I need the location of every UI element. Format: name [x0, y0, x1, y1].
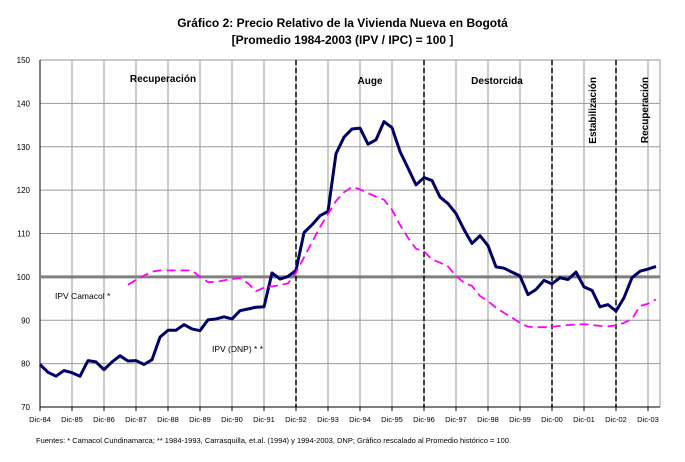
x-tick-label: Dic-96	[413, 415, 435, 424]
x-tick-label: Dic-01	[573, 415, 595, 424]
y-tick-label: 140	[17, 99, 31, 108]
x-tick-label: Dic-84	[29, 415, 51, 424]
chart-subtitle: [Promedio 1984-2003 (IPV / IPC) = 100 ]	[231, 33, 454, 47]
x-tick-label: Dic-03	[637, 415, 659, 424]
x-tick-label: Dic-89	[189, 415, 211, 424]
y-tick-label: 110	[17, 230, 30, 239]
x-tick-label: Dic-00	[541, 415, 563, 424]
series-label: IPV (DNP) * *	[212, 344, 264, 354]
x-tick-label: Dic-91	[253, 415, 275, 424]
phase-label: Destorcida	[471, 76, 523, 87]
phase-label: Recuperación	[130, 74, 196, 85]
y-tick-label: 120	[17, 186, 31, 195]
x-tick-label: Dic-02	[605, 415, 627, 424]
chart-title: Gráfico 2: Precio Relativo de la Viviend…	[177, 16, 508, 30]
x-tick-label: Dic-99	[509, 415, 531, 424]
y-tick-label: 80	[21, 360, 30, 369]
x-tick-label: Dic-98	[477, 415, 499, 424]
x-tick-label: Dic-97	[445, 415, 467, 424]
y-tick-label: 100	[17, 273, 31, 282]
series-line	[127, 186, 657, 329]
x-tick-label: Dic-87	[125, 415, 147, 424]
x-tick-label: Dic-93	[317, 415, 339, 424]
phase-label: Estabilización	[588, 77, 599, 144]
series-label: IPV Camacol *	[55, 291, 111, 301]
x-tick-label: Dic-85	[61, 415, 83, 424]
series-line	[38, 120, 657, 378]
y-tick-label: 90	[21, 316, 30, 325]
x-tick-label: Dic-90	[221, 415, 243, 424]
source-note: Fuentes: * Camacol Cundinamarca; ** 1984…	[36, 436, 512, 445]
x-tick-label: Dic-88	[157, 415, 179, 424]
phase-label: Auge	[358, 76, 383, 87]
y-tick-label: 130	[17, 143, 31, 152]
x-tick-label: Dic-94	[349, 415, 371, 424]
x-tick-label: Dic-92	[285, 415, 307, 424]
x-tick-label: Dic-95	[381, 415, 403, 424]
y-tick-label: 70	[21, 403, 30, 412]
y-tick-label: 150	[17, 56, 31, 65]
phase-label: Recuperación	[640, 77, 651, 143]
x-tick-label: Dic-86	[93, 415, 115, 424]
